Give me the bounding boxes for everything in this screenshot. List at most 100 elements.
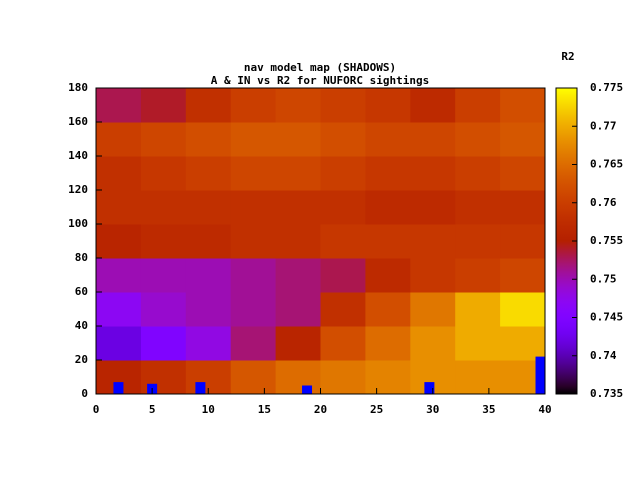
heat-cell	[140, 190, 187, 225]
y-tick-label: 160	[68, 115, 88, 128]
marker-bar	[535, 356, 546, 394]
heat-cell	[275, 88, 321, 123]
heat-cell	[140, 224, 187, 259]
heat-cell	[500, 224, 546, 259]
colorbar-tick-label: 0.75	[590, 272, 617, 285]
heat-cell	[500, 292, 546, 327]
heat-cell	[365, 88, 411, 123]
y-tick-label: 180	[68, 81, 88, 94]
heat-cell	[230, 190, 277, 225]
heat-cell	[275, 224, 321, 259]
x-tick-label: 15	[258, 403, 271, 416]
heat-cell	[410, 122, 456, 157]
heat-cell	[500, 258, 546, 293]
heat-cell	[230, 258, 277, 293]
y-tick-label: 80	[75, 251, 88, 264]
heat-cell	[275, 326, 321, 361]
heat-cell	[96, 122, 142, 157]
heat-cell	[320, 224, 366, 259]
heat-cell	[140, 258, 187, 293]
heat-cell	[365, 156, 411, 191]
heat-cell	[365, 326, 411, 361]
heat-cell	[320, 360, 366, 395]
heat-cell	[500, 156, 546, 191]
heat-cell	[410, 258, 456, 293]
heat-cell	[185, 190, 232, 225]
heat-cell	[320, 156, 366, 191]
heat-cell	[185, 122, 232, 157]
heat-cell	[320, 326, 366, 361]
heat-cell	[140, 326, 187, 361]
y-tick-label: 60	[75, 285, 88, 298]
heat-cell	[455, 122, 501, 157]
heat-cell	[275, 360, 321, 395]
heat-cell	[96, 292, 142, 327]
x-tick-label: 0	[93, 403, 100, 416]
chart-subtitle: A & IN vs R2 for NUFORC sightings	[211, 74, 430, 87]
colorbar-label: R2	[561, 50, 574, 63]
heat-cell	[455, 360, 501, 395]
heat-cell	[275, 292, 321, 327]
heat-cell	[230, 326, 277, 361]
heat-cell	[410, 88, 456, 123]
x-tick-label: 35	[482, 403, 495, 416]
heat-cell	[230, 88, 277, 123]
x-tick-label: 25	[370, 403, 383, 416]
y-tick-label: 0	[81, 387, 88, 400]
heat-cell	[455, 292, 501, 327]
colorbar-tick-label: 0.76	[590, 196, 617, 209]
x-tick-label: 20	[314, 403, 327, 416]
marker-bar	[302, 385, 313, 394]
heat-cell	[96, 258, 142, 293]
y-tick-label: 20	[75, 353, 88, 366]
chart-title: nav model map (SHADOWS)	[244, 61, 396, 74]
heat-cell	[500, 122, 546, 157]
heat-cell	[320, 258, 366, 293]
heat-cell	[320, 122, 366, 157]
heat-cell	[140, 292, 187, 327]
colorbar-tick-label: 0.77	[590, 119, 617, 132]
heat-cell	[230, 156, 277, 191]
heat-cell	[185, 258, 232, 293]
heat-cell	[365, 190, 411, 225]
heat-cell	[185, 326, 232, 361]
heat-cell	[185, 224, 232, 259]
heat-cell	[230, 122, 277, 157]
heat-cell	[410, 292, 456, 327]
heat-cell	[455, 224, 501, 259]
heat-cell	[320, 292, 366, 327]
colorbar-tick-label: 0.775	[590, 81, 623, 94]
heat-cell	[230, 224, 277, 259]
marker-bar	[424, 382, 435, 394]
x-tick-label: 40	[538, 403, 551, 416]
x-tick-label: 5	[149, 403, 156, 416]
colorbar-tick-label: 0.765	[590, 158, 623, 171]
heat-cell	[455, 326, 501, 361]
heat-cell	[455, 190, 501, 225]
heat-cell	[96, 156, 142, 191]
heat-cell	[455, 88, 501, 123]
colorbar-tick-label: 0.745	[590, 311, 623, 324]
y-tick-label: 40	[75, 319, 88, 332]
heat-cell	[410, 190, 456, 225]
heat-cell	[410, 156, 456, 191]
heat-cell	[365, 224, 411, 259]
heat-cell	[500, 326, 546, 361]
colorbar-tick-label: 0.755	[590, 234, 623, 247]
y-tick-label: 120	[68, 183, 88, 196]
marker-bar	[195, 382, 206, 394]
heat-cell	[185, 156, 232, 191]
heat-cell	[140, 156, 187, 191]
heat-cell	[185, 292, 232, 327]
heat-cell	[320, 88, 366, 123]
heat-cell	[365, 122, 411, 157]
heat-cell	[275, 122, 321, 157]
heat-cell	[96, 190, 142, 225]
heat-cell	[500, 88, 546, 123]
heat-cell	[275, 156, 321, 191]
heat-cell	[455, 156, 501, 191]
heat-cell	[500, 190, 546, 225]
colorbar-tick-label: 0.74	[590, 349, 617, 362]
heat-cell	[455, 258, 501, 293]
